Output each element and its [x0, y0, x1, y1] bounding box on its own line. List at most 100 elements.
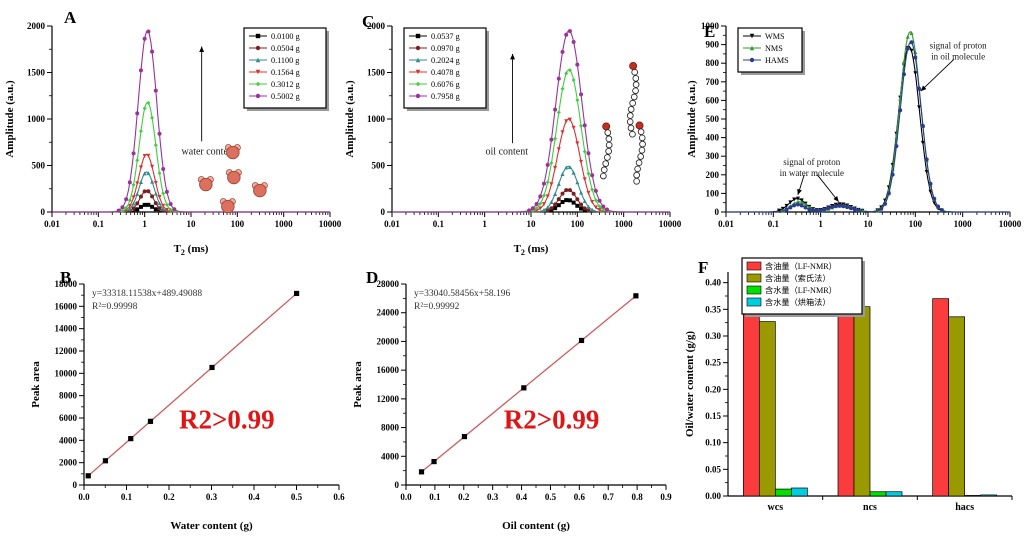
panel-b: 0 2000 4000 6000 8000 10000 12000 14000 16000 180… — [28, 260, 353, 535]
svg-text:14000: 14000 — [55, 324, 78, 334]
svg-text:y=33318.11538x+489.49088: y=33318.11538x+489.49088 — [92, 289, 202, 299]
svg-text:0.5002 g: 0.5002 g — [271, 92, 300, 101]
svg-text:1: 1 — [142, 219, 147, 229]
svg-text:NMS: NMS — [765, 44, 783, 53]
svg-text:0.05: 0.05 — [705, 464, 721, 474]
svg-text:0: 0 — [395, 480, 400, 490]
svg-text:700: 700 — [706, 77, 720, 87]
svg-text:0.6: 0.6 — [333, 492, 345, 502]
panel-b-letter: B — [60, 268, 72, 287]
svg-text:18000: 18000 — [55, 279, 78, 289]
svg-text:900: 900 — [706, 40, 720, 50]
svg-text:WMS: WMS — [765, 32, 785, 41]
svg-text:R²=0.99998: R²=0.99998 — [92, 302, 138, 312]
svg-text:1: 1 — [482, 219, 487, 229]
svg-text:R²=0.99992: R²=0.99992 — [414, 302, 460, 312]
svg-text:0.0537 g: 0.0537 g — [431, 32, 460, 41]
svg-text:2000: 2000 — [59, 458, 78, 468]
svg-text:Peak area: Peak area — [352, 361, 364, 408]
svg-text:Amplitude (a.u.): Amplitude (a.u.) — [344, 80, 356, 158]
svg-text:0.3012 g: 0.3012 g — [271, 80, 300, 89]
svg-text:wcs: wcs — [768, 502, 784, 513]
svg-text:0.1100 g: 0.1100 g — [271, 56, 299, 65]
panel-d-letter: D — [366, 268, 379, 287]
svg-text:0: 0 — [381, 207, 386, 217]
svg-text:1000: 1000 — [954, 219, 973, 229]
svg-text:0.1: 0.1 — [429, 492, 441, 502]
svg-text:1000: 1000 — [275, 219, 294, 229]
svg-text:Amplitude (a.u.): Amplitude (a.u.) — [686, 80, 698, 158]
panel-d: 0 4000 8000 12000 16000 20000 24000 28000 Peak a… — [350, 260, 680, 535]
svg-text:12000: 12000 — [377, 394, 400, 404]
svg-text:0.40: 0.40 — [705, 278, 721, 288]
svg-text:500: 500 — [32, 161, 46, 171]
svg-text:0.5: 0.5 — [545, 492, 557, 502]
svg-text:4000: 4000 — [381, 451, 400, 461]
svg-text:20000: 20000 — [377, 336, 400, 346]
svg-text:0.25: 0.25 — [705, 358, 721, 368]
svg-text:ncs: ncs — [863, 502, 877, 513]
svg-text:0.01: 0.01 — [718, 219, 734, 229]
svg-text:500: 500 — [706, 114, 720, 124]
svg-text:600: 600 — [706, 95, 720, 105]
svg-text:24000: 24000 — [377, 308, 400, 318]
svg-text:1000: 1000 — [367, 114, 386, 124]
svg-text:300: 300 — [706, 151, 720, 161]
svg-text:0.3: 0.3 — [487, 492, 499, 502]
svg-text:0.2: 0.2 — [458, 492, 470, 502]
svg-text:1: 1 — [818, 219, 823, 229]
svg-text:1000: 1000 — [27, 114, 46, 124]
svg-text:12000: 12000 — [55, 346, 78, 356]
svg-text:0.3: 0.3 — [206, 492, 218, 502]
svg-text:含水量（烘箱法）: 含水量（烘箱法） — [765, 297, 831, 307]
svg-text:0.8: 0.8 — [631, 492, 643, 502]
svg-text:16000: 16000 — [377, 365, 400, 375]
svg-text:8000: 8000 — [59, 391, 78, 401]
svg-text:0.4: 0.4 — [516, 492, 528, 502]
svg-text:0.20: 0.20 — [705, 384, 721, 394]
svg-text:16000: 16000 — [55, 301, 78, 311]
svg-text:0.1: 0.1 — [93, 219, 105, 229]
svg-text:10: 10 — [527, 219, 537, 229]
svg-text:0.01: 0.01 — [44, 219, 60, 229]
svg-text:0.1: 0.1 — [768, 219, 780, 229]
svg-text:10000: 10000 — [659, 219, 682, 229]
svg-text:hacs: hacs — [955, 502, 974, 513]
svg-text:T2 (ms): T2 (ms) — [514, 243, 549, 257]
svg-text:signal of proton: signal of proton — [930, 40, 987, 50]
svg-text:0.1: 0.1 — [121, 492, 133, 502]
svg-text:oil content: oil content — [486, 146, 529, 157]
panel-b-chart-svg: 0 2000 4000 6000 8000 10000 12000 14000 16000 180… — [30, 279, 345, 532]
svg-text:in oil molecule: in oil molecule — [931, 51, 985, 61]
svg-text:10: 10 — [864, 219, 874, 229]
svg-text:R2>0.99: R2>0.99 — [504, 405, 600, 435]
svg-text:0.15: 0.15 — [705, 411, 721, 421]
svg-text:0.0: 0.0 — [400, 492, 412, 502]
svg-text:Peak area: Peak area — [30, 361, 42, 408]
panel-a-letter: A — [64, 8, 77, 27]
svg-text:signal of proton: signal of proton — [783, 157, 840, 167]
svg-text:0.2: 0.2 — [163, 492, 175, 502]
svg-text:28000: 28000 — [377, 279, 400, 289]
svg-text:0.9: 0.9 — [660, 492, 672, 502]
panel-d-chart-svg: 0 4000 8000 12000 16000 20000 24000 28000 Peak a… — [352, 279, 672, 532]
svg-text:100: 100 — [706, 188, 720, 198]
panel-e-letter: E — [704, 22, 716, 41]
svg-text:1000: 1000 — [615, 219, 634, 229]
svg-text:100: 100 — [571, 219, 585, 229]
svg-text:R2>0.99: R2>0.99 — [179, 405, 275, 435]
svg-text:T2 (ms): T2 (ms) — [174, 243, 209, 257]
svg-text:1000: 1000 — [701, 21, 720, 31]
svg-text:water content: water content — [182, 146, 236, 157]
svg-text:100: 100 — [231, 219, 245, 229]
svg-text:10000: 10000 — [999, 219, 1022, 229]
svg-text:0.2024 g: 0.2024 g — [431, 56, 460, 65]
svg-text:2000: 2000 — [367, 21, 386, 31]
svg-text:10: 10 — [187, 219, 197, 229]
svg-text:Oil content (g): Oil content (g) — [502, 520, 570, 532]
panel-c-letter: C — [362, 12, 375, 31]
svg-text:含油量（LF-NMR）: 含油量（LF-NMR） — [765, 261, 837, 271]
svg-text:1500: 1500 — [27, 68, 46, 78]
svg-text:2000: 2000 — [27, 21, 46, 31]
